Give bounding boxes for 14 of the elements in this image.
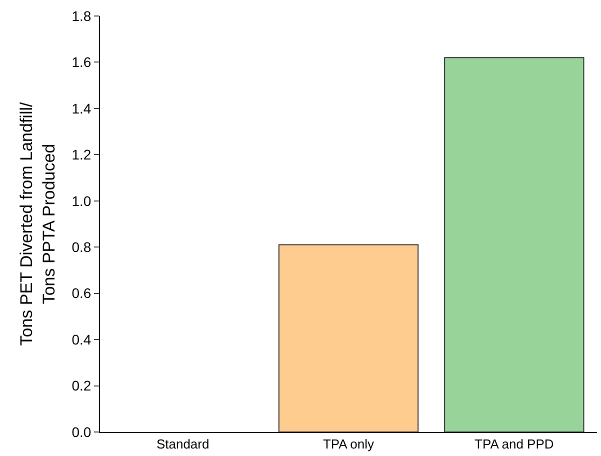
x-tick-label: TPA and PPD bbox=[474, 436, 554, 452]
y-tick-label: 1.8 bbox=[72, 8, 92, 24]
y-tick-label: 0.2 bbox=[72, 378, 92, 394]
y-tick-label: 0.6 bbox=[72, 285, 92, 302]
y-axis-title: Tons PET Diverted from Landfill/ Tons PPTA Produced bbox=[17, 102, 58, 346]
y-tick-label: 1.4 bbox=[72, 100, 92, 116]
y-tick-label: 1.2 bbox=[72, 146, 92, 163]
y-tick-label: 1.0 bbox=[72, 192, 92, 209]
y-tick-label: 0.8 bbox=[72, 239, 92, 256]
y-tick-label: 1.6 bbox=[72, 54, 92, 70]
y-tick-label: 0.0 bbox=[72, 424, 92, 440]
x-tick-label: Standard bbox=[156, 436, 210, 452]
y-tick-label: 0.4 bbox=[72, 331, 92, 348]
x-tick-label: TPA only bbox=[322, 436, 375, 452]
